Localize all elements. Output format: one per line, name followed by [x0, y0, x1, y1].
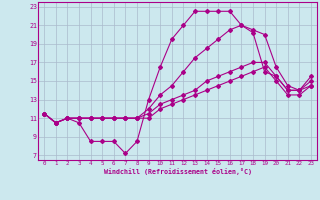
X-axis label: Windchill (Refroidissement éolien,°C): Windchill (Refroidissement éolien,°C) — [104, 168, 252, 175]
